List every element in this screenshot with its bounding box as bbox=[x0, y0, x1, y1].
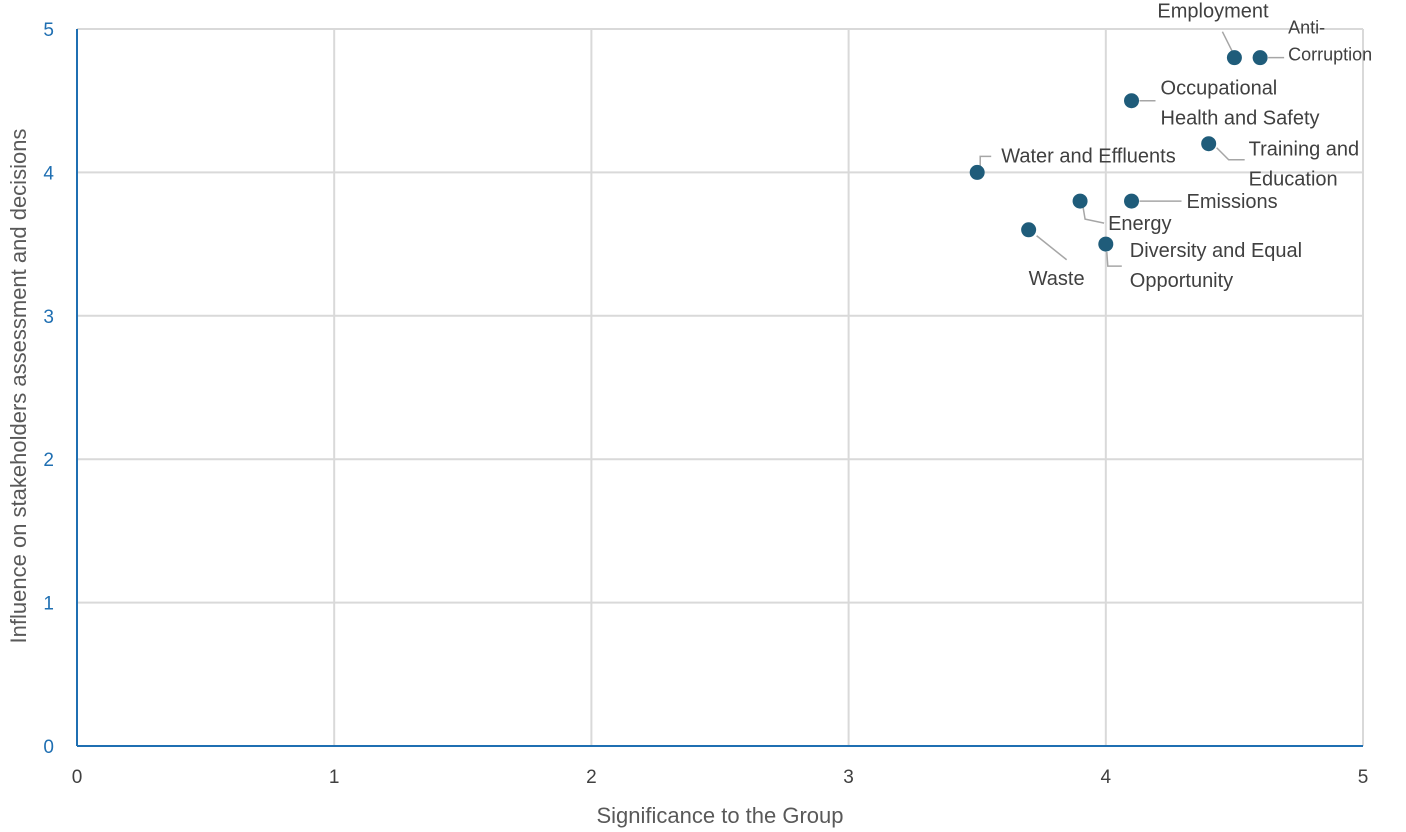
data-label: Water and Effluents bbox=[1001, 145, 1176, 167]
data-label-line: Anti- bbox=[1288, 18, 1325, 38]
data-label-line: Employment bbox=[1157, 1, 1269, 23]
data-point bbox=[1252, 50, 1268, 66]
grid-lines bbox=[77, 28, 1364, 746]
data-label: Employment bbox=[1157, 1, 1269, 23]
data-label: Emissions bbox=[1187, 191, 1278, 213]
data-label: Waste bbox=[1029, 268, 1085, 290]
x-tick-label: 5 bbox=[1358, 767, 1369, 788]
data-point bbox=[1072, 193, 1088, 209]
data-label: Energy bbox=[1108, 213, 1171, 235]
data-point bbox=[1201, 136, 1217, 152]
y-tick-label: 1 bbox=[43, 594, 54, 615]
data-label: Anti- Corruption bbox=[1288, 18, 1372, 65]
axes bbox=[76, 29, 1363, 747]
leader-lines bbox=[979, 31, 1285, 267]
data-label: Diversity and Equal Opportunity bbox=[1130, 240, 1302, 292]
tick-labels: 0 1 2 3 4 5 0 1 2 3 4 5 bbox=[43, 20, 1368, 788]
data-labels: Employment Anti- Corruption Occupational Hea… bbox=[1001, 1, 1372, 292]
x-tick-label: 3 bbox=[843, 767, 854, 788]
data-label-line: Opportunity bbox=[1130, 270, 1233, 292]
data-point bbox=[1021, 222, 1037, 238]
data-label-line: Energy bbox=[1108, 213, 1171, 235]
leader-line bbox=[1036, 235, 1068, 261]
x-tick-label: 2 bbox=[586, 767, 597, 788]
data-label-line: Education bbox=[1249, 169, 1338, 191]
data-point bbox=[1124, 93, 1140, 109]
data-point bbox=[1226, 50, 1242, 66]
data-label-line: Occupational bbox=[1161, 78, 1278, 100]
data-label: Occupational Health and Safety bbox=[1161, 78, 1320, 130]
leader-line bbox=[1221, 31, 1234, 53]
x-axis-label: Significance to the Group bbox=[596, 803, 843, 828]
y-axis-label: Influence on stakeholders assessment and… bbox=[6, 129, 31, 644]
leader-line bbox=[1216, 147, 1245, 161]
data-label-line: Waste bbox=[1029, 268, 1085, 290]
data-label-line: Health and Safety bbox=[1161, 108, 1320, 130]
x-tick-label: 4 bbox=[1101, 767, 1112, 788]
data-points bbox=[969, 50, 1268, 252]
y-tick-label: 3 bbox=[43, 307, 54, 328]
data-label-line: Corruption bbox=[1288, 45, 1372, 65]
data-label-line: Diversity and Equal bbox=[1130, 240, 1302, 262]
data-label: Training and Education bbox=[1249, 139, 1359, 191]
leader-line bbox=[1106, 252, 1122, 267]
leader-line bbox=[1082, 206, 1105, 224]
data-point bbox=[1098, 236, 1114, 252]
y-tick-label: 0 bbox=[43, 737, 54, 758]
x-tick-label: 1 bbox=[329, 767, 340, 788]
data-label-line: Water and Effluents bbox=[1001, 145, 1176, 167]
y-tick-label: 4 bbox=[43, 163, 54, 184]
data-label-line: Training and bbox=[1249, 139, 1359, 161]
data-point bbox=[1124, 193, 1140, 209]
y-tick-label: 2 bbox=[43, 450, 54, 471]
x-tick-label: 0 bbox=[72, 767, 83, 788]
data-point bbox=[969, 164, 985, 180]
leader-line bbox=[979, 155, 992, 167]
data-label-line: Emissions bbox=[1187, 191, 1278, 213]
y-tick-label: 5 bbox=[43, 20, 54, 41]
